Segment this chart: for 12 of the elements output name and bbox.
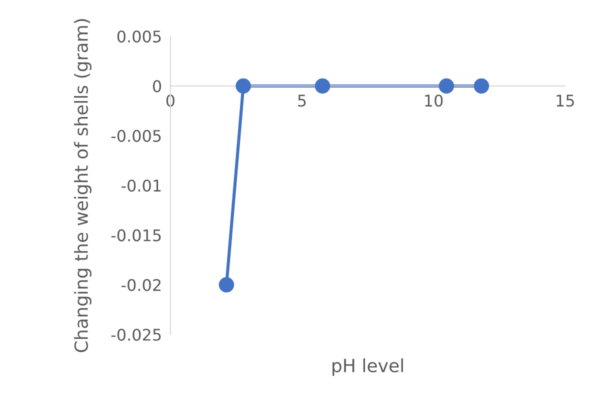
y-tick-label: -0.025 [111, 328, 161, 341]
y-tick-label: 0.005 [117, 30, 161, 43]
y-axis-title: Changing the weight of shells (gram) [74, 19, 92, 352]
y-tick-label: -0.02 [122, 279, 160, 292]
x-tick-label: 10 [425, 94, 443, 107]
y-tick-label: -0.005 [111, 130, 161, 142]
x-tick-label: 5 [298, 94, 306, 107]
y-tick-label: -0.015 [111, 229, 161, 242]
x-tick-label: 15 [556, 94, 574, 107]
y-tick-label: 0 [152, 80, 162, 92]
y-tick-label: -0.01 [122, 180, 161, 192]
x-axis-title: pH level [332, 358, 403, 376]
